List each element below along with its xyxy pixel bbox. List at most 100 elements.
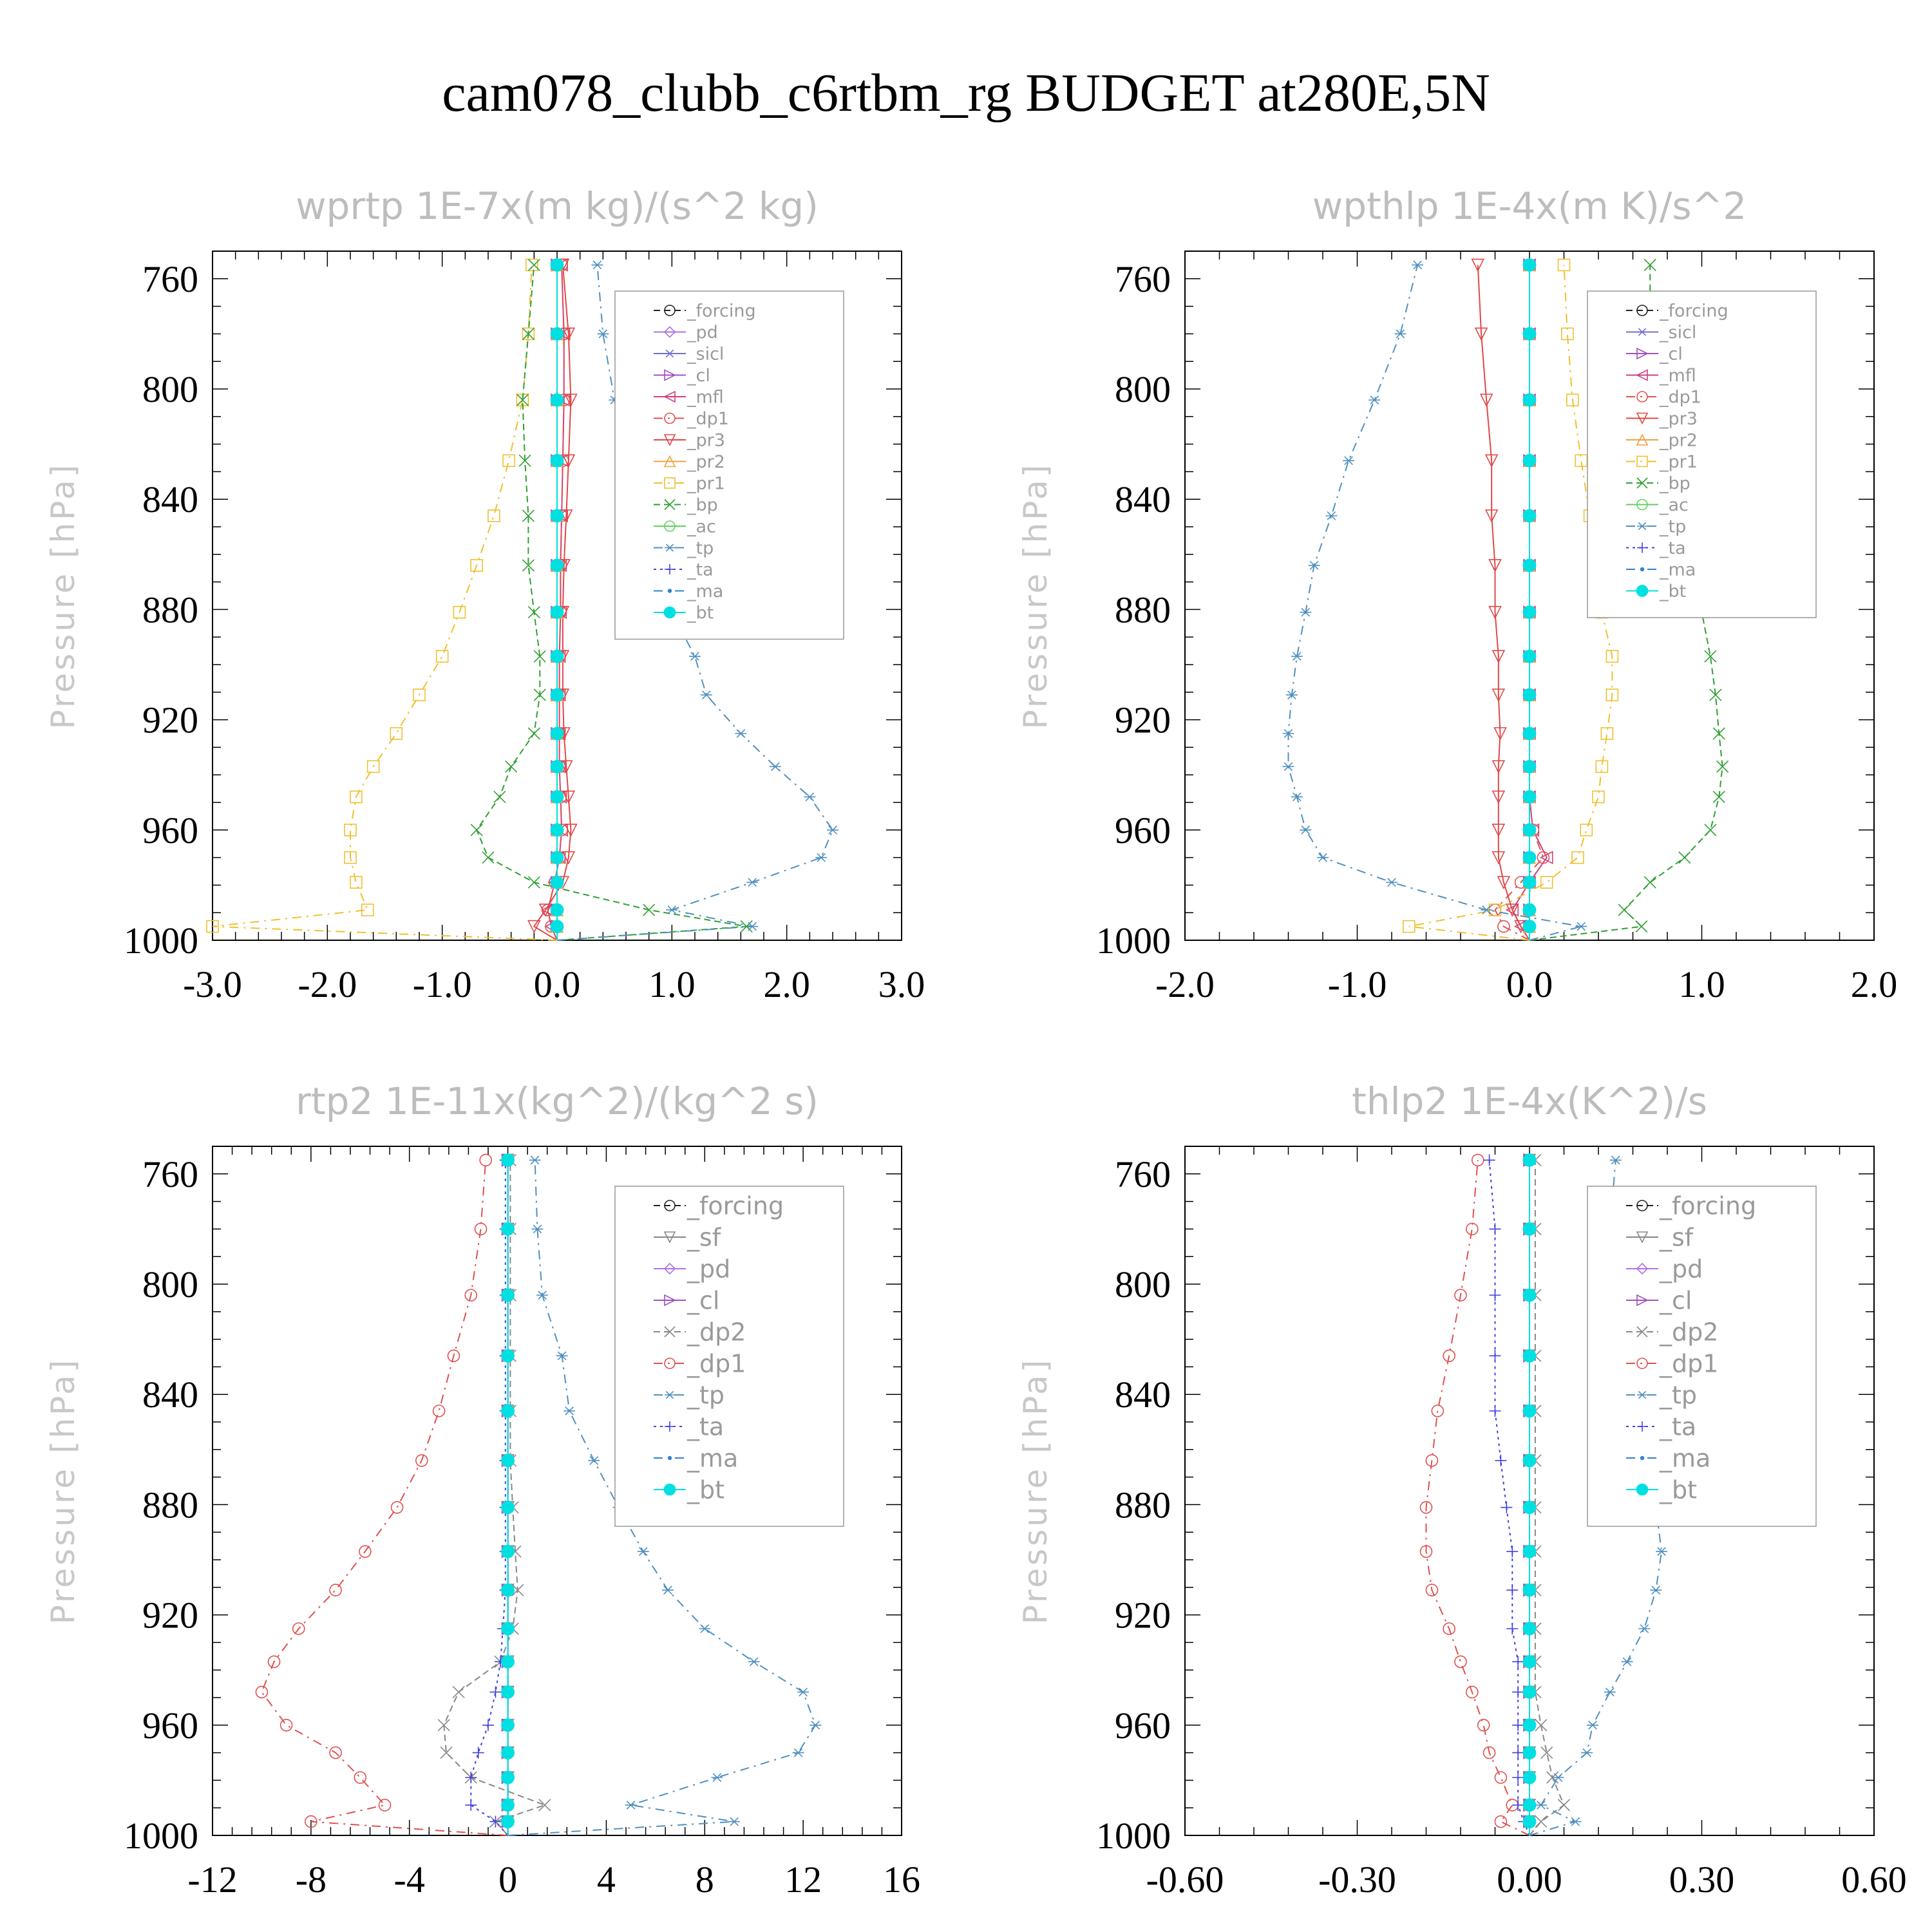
- data-point: [1522, 1288, 1537, 1302]
- y-tick-label: 960: [142, 810, 198, 851]
- data-point: [550, 688, 564, 702]
- x-tick-label: 16: [883, 1859, 920, 1900]
- data-point: [415, 1454, 428, 1467]
- legend-marker: [665, 1390, 675, 1399]
- data-point: [1489, 1289, 1501, 1302]
- plot-frame: [212, 1146, 902, 1836]
- panel-title: rtp2 1E-11x(kg^2)/(kg^2 s): [296, 1079, 819, 1123]
- data-point: [550, 823, 564, 837]
- data-point: [1522, 605, 1537, 620]
- legend-item: _bp: [1626, 473, 1690, 493]
- legend-label: _pd: [687, 323, 718, 343]
- data-point: [378, 1799, 392, 1812]
- legend-marker: [663, 606, 676, 619]
- data-point: [550, 509, 564, 523]
- panel-title: wpthlp 1E-4x(m K)/s^2: [1312, 184, 1747, 228]
- data-point: [489, 1686, 502, 1698]
- data-point: [501, 1544, 515, 1558]
- data-point: [1704, 650, 1717, 663]
- data-point: [1497, 920, 1510, 933]
- legend-label: _cl: [1659, 1286, 1692, 1314]
- data-point: [493, 790, 506, 804]
- y-tick-label: 840: [142, 478, 198, 520]
- data-point: [1300, 607, 1312, 617]
- legend-item: _cl: [1626, 344, 1683, 364]
- y-tick-label: 760: [1115, 1153, 1171, 1195]
- x-tick-label: 0.0: [1506, 963, 1553, 1005]
- data-point: [810, 1720, 822, 1730]
- data-point: [479, 1153, 492, 1167]
- data-point: [1300, 825, 1312, 835]
- legend-marker: [1637, 542, 1647, 553]
- legend-item: _dp1: [1626, 387, 1701, 407]
- legend-label: _sicl: [687, 344, 724, 364]
- legend-item: _tp: [1626, 1381, 1697, 1409]
- legend-item: _sicl: [654, 344, 724, 364]
- legend-label: _pr3: [1659, 409, 1698, 429]
- data-point: [511, 1584, 524, 1596]
- data-point: [350, 876, 363, 889]
- data-point: [1282, 729, 1294, 738]
- x-tick-label: -8: [296, 1859, 327, 1900]
- x-tick-label: 0: [498, 1859, 517, 1900]
- x-tick-label: 0.0: [534, 963, 581, 1005]
- legend-item: _dp2: [1626, 1318, 1718, 1346]
- data-point: [1595, 760, 1609, 773]
- data-point: [661, 1586, 674, 1595]
- legend-marker: [663, 1483, 676, 1496]
- data-point: [1425, 1454, 1439, 1467]
- y-tick-label: 840: [1115, 478, 1171, 520]
- data-point: [1656, 1547, 1668, 1557]
- data-point: [564, 824, 578, 837]
- data-point: [1618, 904, 1631, 916]
- data-point: [550, 258, 564, 272]
- data-point: [501, 1501, 515, 1515]
- data-point: [1489, 1405, 1501, 1417]
- data-point: [465, 1799, 477, 1811]
- panel-2: wpthlp 1E-4x(m K)/s^2 Pressure [hPa] 760 80…: [1017, 184, 1897, 1005]
- legend-label: _dp1: [687, 409, 729, 429]
- legend-label: _dp2: [1659, 1318, 1718, 1346]
- data-point: [522, 327, 535, 340]
- panel-1: wprtp 1E-7x(m kg)/(s^2 kg) Pressure [hPa]…: [44, 184, 925, 1005]
- legend-item: _dp2: [654, 1318, 746, 1346]
- data-point: [699, 1624, 711, 1633]
- legend-label: _sicl: [1659, 323, 1696, 343]
- y-tick-label: 760: [1115, 258, 1171, 300]
- data-point: [625, 1801, 637, 1810]
- data-point: [711, 1773, 723, 1782]
- data-point: [1643, 258, 1656, 271]
- legend-item: _pr1: [654, 473, 725, 493]
- y-tick-label: 960: [142, 1705, 198, 1747]
- legend-marker: [1636, 305, 1648, 316]
- legend-item: _ma: [1626, 1444, 1710, 1472]
- data-point: [279, 1719, 293, 1732]
- data-point: [591, 260, 603, 270]
- data-point: [527, 258, 540, 271]
- data-point: [1522, 1718, 1537, 1732]
- data-point: [361, 904, 374, 916]
- data-point: [1535, 1801, 1547, 1810]
- legend-marker: [663, 390, 676, 403]
- legend-label: _bt: [1659, 1475, 1697, 1504]
- y-tick-label: 1000: [1096, 1815, 1171, 1857]
- data-point: [550, 327, 564, 341]
- series-line: [1287, 265, 1582, 941]
- y-axis-label: Pressure [hPa]: [44, 1358, 82, 1625]
- data-point: [1494, 1771, 1508, 1784]
- data-point: [597, 329, 609, 339]
- legend-item: _pd: [654, 1255, 730, 1283]
- legend-item: _ta: [1626, 1412, 1696, 1441]
- data-point: [1506, 1546, 1519, 1558]
- data-point: [1704, 824, 1717, 837]
- legend-label: _ac: [1659, 495, 1689, 515]
- legend-item: _tp: [654, 1381, 724, 1409]
- data-point: [1325, 511, 1338, 520]
- data-point: [527, 876, 540, 889]
- legend-label: _forcing: [1659, 301, 1728, 321]
- legend-item: _ma: [1626, 560, 1696, 580]
- data-point: [550, 790, 564, 804]
- panels-group: wprtp 1E-7x(m kg)/(s^2 kg) Pressure [hPa]…: [44, 184, 1907, 1900]
- y-tick-label: 800: [142, 1264, 198, 1305]
- data-point: [465, 1772, 477, 1784]
